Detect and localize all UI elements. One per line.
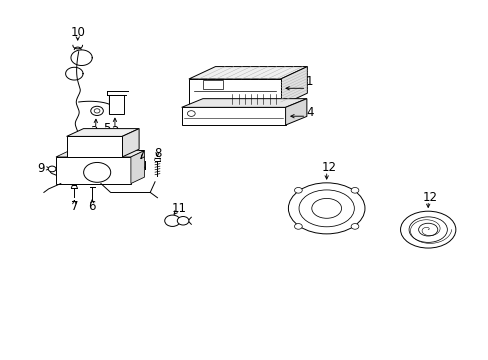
Ellipse shape	[408, 217, 447, 242]
Text: 11: 11	[171, 202, 186, 215]
Polygon shape	[285, 99, 306, 125]
Bar	[188, 79, 280, 105]
Text: 10: 10	[70, 26, 85, 39]
Polygon shape	[56, 150, 144, 157]
Text: 12: 12	[321, 161, 336, 174]
Text: 6: 6	[88, 200, 96, 213]
Ellipse shape	[299, 190, 354, 227]
Circle shape	[294, 188, 302, 193]
Circle shape	[177, 216, 188, 225]
Circle shape	[350, 188, 358, 193]
Text: 5: 5	[103, 122, 110, 135]
Circle shape	[187, 111, 195, 116]
Text: 1: 1	[305, 75, 313, 88]
Circle shape	[94, 109, 100, 113]
Ellipse shape	[311, 198, 341, 218]
Polygon shape	[131, 150, 144, 184]
Bar	[109, 95, 123, 114]
Bar	[56, 157, 131, 184]
Polygon shape	[66, 129, 139, 136]
Text: 3: 3	[90, 125, 97, 138]
Circle shape	[83, 162, 110, 182]
Bar	[203, 80, 223, 89]
Circle shape	[164, 215, 180, 226]
Text: 7: 7	[138, 149, 145, 162]
Text: 9: 9	[37, 162, 44, 175]
Bar	[66, 136, 122, 157]
Ellipse shape	[418, 223, 437, 236]
Text: 2: 2	[111, 125, 119, 138]
Polygon shape	[122, 129, 139, 157]
Polygon shape	[181, 99, 306, 107]
Text: 8: 8	[154, 147, 161, 160]
Text: 12: 12	[422, 191, 437, 204]
Text: 7: 7	[70, 200, 78, 213]
Circle shape	[294, 224, 302, 229]
Bar	[181, 107, 285, 125]
Circle shape	[350, 224, 358, 229]
Polygon shape	[188, 67, 307, 79]
Circle shape	[91, 106, 103, 116]
Ellipse shape	[288, 183, 364, 234]
Circle shape	[48, 166, 56, 172]
Text: 4: 4	[305, 106, 313, 119]
Polygon shape	[280, 67, 307, 105]
Ellipse shape	[400, 211, 455, 248]
